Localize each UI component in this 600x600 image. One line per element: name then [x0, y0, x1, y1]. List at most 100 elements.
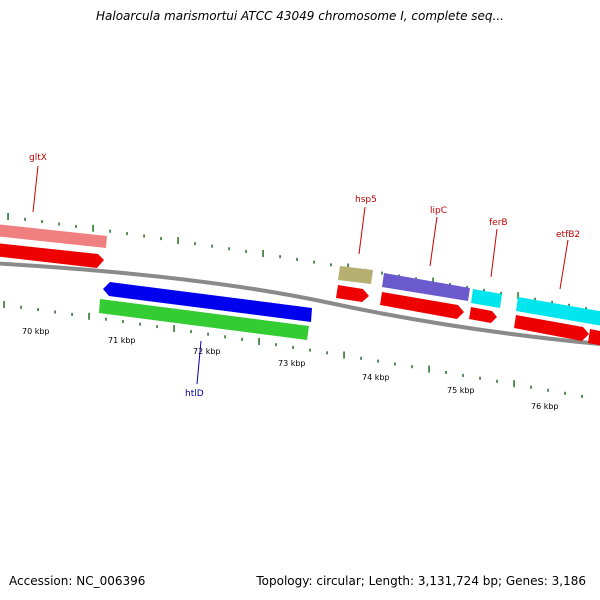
kbp-label: 74 kbp [362, 373, 390, 382]
gene-label-hsp5: hsp5 [355, 195, 377, 205]
minor-tick [330, 263, 332, 267]
cds-arrow[interactable] [588, 329, 600, 346]
minor-tick [449, 283, 451, 286]
gene-label-etfB2: etfB2 [556, 230, 580, 240]
gene-htlD-arrow[interactable] [103, 282, 312, 322]
minor-tick [241, 337, 243, 341]
major-tick [92, 224, 94, 232]
minor-tick [228, 247, 230, 251]
minor-tick [500, 291, 502, 295]
gene-htlD-bar[interactable] [99, 299, 309, 340]
gene-labels: gltX htlD hsp5 lipC ferB etfB2 [29, 153, 580, 399]
major-tick [258, 338, 260, 345]
minor-tick [279, 255, 281, 259]
leader-line [358, 206, 366, 255]
major-tick [432, 277, 434, 285]
minor-tick [381, 271, 383, 275]
minor-tick [466, 285, 468, 289]
kbp-scale: 70 kbp 71 kbp 72 kbp 73 kbp 74 kbp 75 kb… [22, 327, 559, 411]
minor-tick [160, 237, 162, 241]
gene-label-htlD: htlD [185, 389, 204, 399]
minor-tick [211, 244, 213, 248]
leader-line [429, 216, 438, 267]
accession-text: Accession: NC_006396 [9, 574, 146, 588]
feature-row-forward [0, 224, 600, 326]
cds-row-forward [0, 243, 600, 346]
major-tick [177, 237, 179, 245]
minor-tick [224, 335, 226, 339]
major-tick [3, 301, 5, 308]
gene-label-ferB: ferB [489, 218, 508, 228]
minor-tick [75, 224, 77, 228]
minor-tick [564, 391, 566, 395]
cds-arrow[interactable] [0, 243, 104, 268]
minor-tick [190, 330, 192, 334]
minor-tick [245, 249, 247, 253]
leader-line [559, 239, 569, 290]
leader-line [490, 228, 498, 278]
cds-arrow[interactable] [514, 315, 589, 341]
minor-tick [479, 376, 481, 380]
minor-tick [139, 322, 141, 326]
minor-tick [568, 303, 570, 307]
major-tick [88, 312, 90, 320]
minor-tick [54, 310, 56, 314]
major-tick [262, 250, 264, 257]
cds-arrow[interactable] [380, 292, 464, 319]
minor-tick [445, 371, 447, 374]
minor-tick [105, 317, 107, 321]
kbp-label: 71 kbp [108, 336, 136, 345]
minor-tick [194, 242, 196, 246]
minor-tick [20, 305, 22, 309]
gene-label-lipC: lipC [430, 206, 447, 216]
leader-line [196, 340, 202, 385]
minor-tick [496, 379, 498, 383]
minor-tick [551, 300, 553, 304]
gene-label-gltX: gltX [29, 153, 47, 163]
major-tick [428, 365, 430, 373]
major-tick [517, 292, 519, 300]
major-tick [173, 325, 175, 333]
minor-tick [292, 345, 294, 349]
gene-lipC-bar[interactable] [382, 273, 470, 301]
minor-tick [126, 232, 128, 236]
feature-row-reverse [99, 282, 312, 340]
minor-tick [143, 234, 145, 238]
minor-tick [534, 297, 536, 301]
minor-tick [581, 394, 583, 398]
kbp-label: 70 kbp [22, 327, 50, 336]
minor-tick [394, 362, 396, 366]
minor-tick [462, 373, 464, 377]
minor-tick [377, 359, 379, 363]
minor-tick [411, 365, 413, 369]
gene-etfB2-bar[interactable] [516, 297, 600, 326]
minor-tick [547, 388, 549, 392]
genome-backbone [0, 261, 600, 347]
cds-arrow[interactable] [336, 285, 369, 302]
minor-tick [326, 351, 328, 355]
kbp-label: 75 kbp [447, 386, 475, 395]
minor-tick [360, 356, 362, 360]
minor-tick [309, 348, 311, 352]
minor-tick [71, 312, 73, 316]
major-tick [513, 380, 515, 388]
leader-line [32, 165, 39, 213]
minor-tick [207, 332, 209, 336]
gene-gltX-bar[interactable] [0, 224, 107, 248]
reverse-tick-marks [3, 301, 583, 398]
gene-hsp5-bar[interactable] [338, 266, 373, 284]
cds-arrow[interactable] [469, 307, 497, 323]
minor-tick [275, 343, 277, 347]
genome-summary-text: Topology: circular; Length: 3,131,724 bp… [256, 574, 586, 588]
minor-tick [483, 288, 485, 292]
minor-tick [156, 325, 158, 329]
minor-tick [530, 385, 532, 389]
minor-tick [313, 260, 315, 264]
minor-tick [585, 306, 587, 310]
minor-tick [37, 308, 39, 312]
kbp-label: 72 kbp [193, 347, 221, 356]
minor-tick [122, 320, 124, 324]
gene-ferB-bar[interactable] [471, 289, 502, 308]
kbp-label: 76 kbp [531, 402, 559, 411]
